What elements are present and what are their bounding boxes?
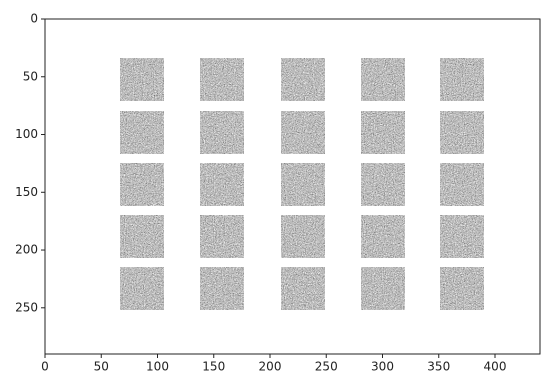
noise-tile: [200, 215, 244, 258]
noise-tile: [200, 111, 244, 154]
noise-tile: [120, 215, 164, 258]
y-tick-label: 100: [15, 127, 38, 141]
noise-tile: [281, 163, 325, 206]
noise-tile: [440, 267, 484, 310]
noise-tile: [361, 267, 405, 310]
noise-tile: [361, 58, 405, 101]
noise-tile: [361, 215, 405, 258]
noise-tile: [120, 267, 164, 310]
y-tick-label: 150: [15, 185, 38, 199]
x-tick-label: 0: [41, 360, 49, 374]
noise-tile: [200, 58, 244, 101]
x-tick-label: 50: [94, 360, 109, 374]
noise-tile: [440, 58, 484, 101]
noise-tile: [200, 267, 244, 310]
noise-tile: [281, 267, 325, 310]
noise-tile: [440, 111, 484, 154]
noise-tile: [120, 58, 164, 101]
x-tick-label: 350: [427, 360, 450, 374]
noise-tile: [120, 163, 164, 206]
y-tick-label: 0: [30, 12, 38, 26]
y-tick-label: 50: [23, 69, 38, 83]
noise-tile: [361, 163, 405, 206]
y-tick-label: 200: [15, 243, 38, 257]
x-tick-label: 250: [315, 360, 338, 374]
x-tick-label: 300: [371, 360, 394, 374]
noise-tile: [440, 215, 484, 258]
noise-tile: [200, 163, 244, 206]
x-tick-label: 100: [146, 360, 169, 374]
chart: 0 50 100 150 200 250 300 350 400 0 50 100 150 200 250: [0, 0, 542, 374]
noise-tile: [440, 163, 484, 206]
noise-tile: [281, 215, 325, 258]
noise-tile: [281, 111, 325, 154]
x-tick-label: 150: [202, 360, 225, 374]
y-tick-label: 250: [15, 300, 38, 314]
noise-tile: [120, 111, 164, 154]
x-tick-label: 200: [259, 360, 282, 374]
x-tick-label: 400: [484, 360, 507, 374]
noise-tile: [361, 111, 405, 154]
noise-tile: [281, 58, 325, 101]
image-tiles: [120, 58, 484, 310]
